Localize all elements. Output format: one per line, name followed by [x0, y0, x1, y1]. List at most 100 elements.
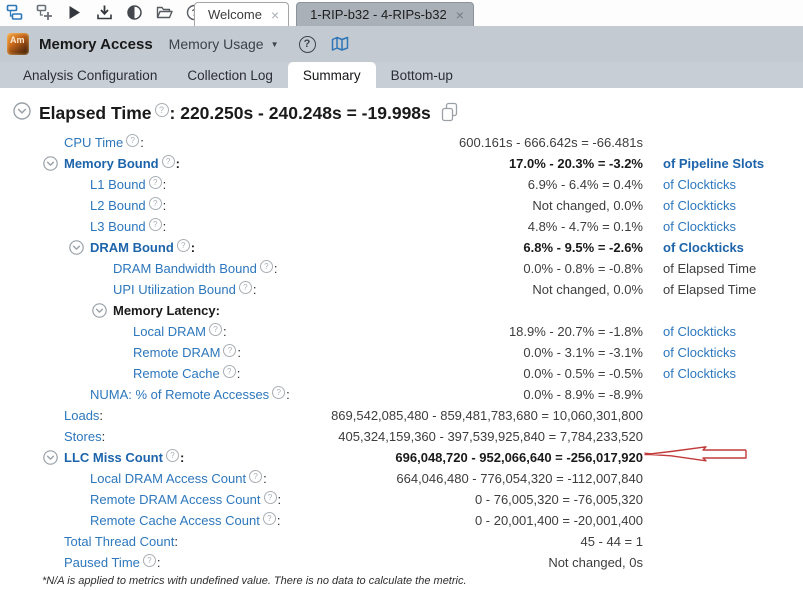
colon: :: [190, 240, 196, 255]
doc-tab-label: Welcome: [208, 7, 262, 22]
new-analysis-icon[interactable]: [35, 3, 53, 21]
metric-row-memory-bound: Memory Bound?: 17.0% - 20.3% = -3.2% of Pi…: [0, 153, 803, 174]
help-icon[interactable]: ?: [259, 260, 273, 273]
help-icon[interactable]: ?: [208, 323, 222, 336]
summary-pane: Elapsed Time?: 220.250s - 240.248s = -19…: [0, 88, 803, 590]
tab-bottom-up[interactable]: Bottom-up: [390, 67, 453, 83]
compare-results-icon[interactable]: [125, 3, 143, 21]
metric-unit: of Elapsed Time: [663, 261, 757, 276]
import-result-icon[interactable]: [95, 3, 113, 21]
metric-value: 696,048,720 - 952,066,640 = -256,017,920: [395, 450, 643, 465]
metric-label[interactable]: LLC Miss Count: [64, 450, 163, 465]
help-icon[interactable]: ?: [148, 176, 162, 189]
whats-new-map-icon[interactable]: [331, 35, 349, 53]
help-icon[interactable]: ?: [176, 239, 190, 252]
metric-label[interactable]: Remote Cache Access Count: [90, 513, 260, 528]
doc-tab-1-rip-b32-4-rips-b32[interactable]: 1-RIP-b32 - 4-RIPs-b32 ×: [296, 2, 474, 26]
metric-row-l2-bound: L2 Bound?: Not changed, 0.0% of Clockticks: [0, 195, 803, 216]
help-icon[interactable]: ?: [222, 365, 236, 378]
metric-label[interactable]: Loads: [64, 408, 100, 423]
metric-label-group: Local DRAM?:: [133, 323, 227, 340]
metric-label-group: Remote DRAM Access Count?:: [90, 491, 281, 508]
close-tab-icon[interactable]: ×: [270, 6, 280, 23]
metric-label[interactable]: Remote DRAM: [133, 345, 221, 360]
metric-label-group: Loads:: [64, 408, 103, 423]
colon: :: [286, 387, 290, 402]
help-icon[interactable]: ?: [263, 491, 277, 504]
metric-label-group: NUMA: % of Remote Accesses?:: [90, 386, 290, 403]
metric-unit[interactable]: of Clockticks: [663, 177, 736, 192]
metric-unit[interactable]: of Clockticks: [663, 345, 736, 360]
collapse-chevron-icon[interactable]: [43, 450, 58, 465]
help-icon[interactable]: ?: [154, 103, 169, 117]
collapse-chevron-icon[interactable]: [92, 303, 107, 318]
viewpoint-selector[interactable]: Memory Usage ▼: [169, 36, 279, 52]
metric-label[interactable]: L2 Bound: [90, 198, 146, 213]
metric-label[interactable]: Remote Cache: [133, 366, 220, 381]
colon: :: [222, 324, 227, 339]
help-icon[interactable]: ?: [126, 134, 140, 147]
help-icon[interactable]: ?: [148, 218, 162, 231]
tab-collection-log[interactable]: Collection Log: [187, 67, 273, 83]
metric-label[interactable]: Paused Time: [64, 555, 140, 570]
help-icon[interactable]: ?: [142, 554, 156, 567]
help-icon[interactable]: ?: [161, 155, 175, 168]
metric-unit[interactable]: of Pipeline Slots: [663, 156, 765, 171]
metric-label[interactable]: NUMA: % of Remote Accesses: [90, 387, 270, 402]
start-analysis-icon[interactable]: [65, 3, 83, 21]
elapsed-time-label: Elapsed Time: [39, 103, 152, 123]
elapsed-time-text: Elapsed Time?: 220.250s - 240.248s = -19…: [39, 99, 460, 124]
colon: :: [273, 261, 278, 276]
metric-unit[interactable]: of Clockticks: [663, 219, 736, 234]
metric-label[interactable]: DRAM Bound: [90, 240, 174, 255]
doc-tab-welcome[interactable]: Welcome ×: [194, 2, 290, 26]
copy-icon[interactable]: [440, 102, 460, 122]
metric-unit[interactable]: of Clockticks: [663, 198, 736, 213]
metric-label-group: CPU Time?:: [64, 134, 144, 151]
metric-row-remote-dram-access-count: Remote DRAM Access Count?: 0 - 76,005,320…: [0, 489, 803, 510]
help-icon[interactable]: ?: [238, 281, 252, 294]
metric-unit[interactable]: of Clockticks: [663, 324, 736, 339]
metric-label[interactable]: L1 Bound: [90, 177, 146, 192]
metric-label[interactable]: Local DRAM Access Count: [90, 471, 247, 486]
collapse-chevron-icon[interactable]: [69, 240, 84, 255]
metric-row-remote-dram: Remote DRAM?: 0.0% - 3.1% = -3.1% of Clock…: [0, 342, 803, 363]
metric-label[interactable]: Remote DRAM Access Count: [90, 492, 261, 507]
tab-summary[interactable]: Summary: [287, 62, 376, 88]
help-icon[interactable]: ?: [223, 344, 237, 357]
metric-label[interactable]: L3 Bound: [90, 219, 146, 234]
metric-label[interactable]: DRAM Bandwidth Bound: [113, 261, 257, 276]
help-icon[interactable]: ?: [249, 470, 263, 483]
metric-value: 664,046,480 - 776,054,320 = -112,007,840: [396, 471, 643, 486]
help-icon[interactable]: ?: [148, 197, 162, 210]
metric-label[interactable]: Local DRAM: [133, 324, 206, 339]
metric-row-dram-bandwidth-bound: DRAM Bandwidth Bound?: 0.0% - 0.8% = -0.8…: [0, 258, 803, 279]
metric-label[interactable]: CPU Time: [64, 135, 124, 150]
metric-label[interactable]: Stores: [64, 429, 102, 444]
tab-analysis-configuration[interactable]: Analysis Configuration: [23, 67, 158, 83]
open-result-icon[interactable]: [155, 3, 173, 21]
result-header-bar: Am Memory Access Memory Usage ▼ ?: [0, 26, 803, 62]
metric-label[interactable]: UPI Utilization Bound: [113, 282, 236, 297]
metric-value: 6.9% - 6.4% = 0.4%: [527, 177, 643, 192]
metric-label[interactable]: Memory Bound: [64, 156, 159, 171]
configure-project-icon[interactable]: [5, 3, 23, 21]
metric-label-group: L2 Bound?:: [90, 197, 166, 214]
metric-label-group: Total Thread Count:: [64, 534, 178, 549]
collapse-chevron-icon[interactable]: [43, 156, 58, 171]
help-icon[interactable]: ?: [272, 386, 286, 399]
close-tab-icon[interactable]: ×: [455, 6, 464, 23]
metric-value: 0.0% - 0.5% = -0.5%: [523, 366, 643, 381]
help-icon[interactable]: ?: [262, 512, 276, 525]
collapse-chevron-icon[interactable]: [13, 102, 31, 120]
metric-value: 4.8% - 4.7% = 0.1%: [527, 219, 643, 234]
help-icon[interactable]: ?: [165, 449, 179, 462]
metric-row-numa-of-remote-accesses: NUMA: % of Remote Accesses?: 0.0% - 8.9% …: [0, 384, 803, 405]
metric-label-group: Local DRAM Access Count?:: [90, 470, 267, 487]
metric-value: Not changed, 0.0%: [532, 282, 643, 297]
metric-label[interactable]: Total Thread Count: [64, 534, 175, 549]
viewpoint-help-icon[interactable]: ?: [298, 35, 316, 53]
metric-unit[interactable]: of Clockticks: [663, 366, 736, 381]
metric-unit[interactable]: of Clockticks: [663, 240, 744, 255]
